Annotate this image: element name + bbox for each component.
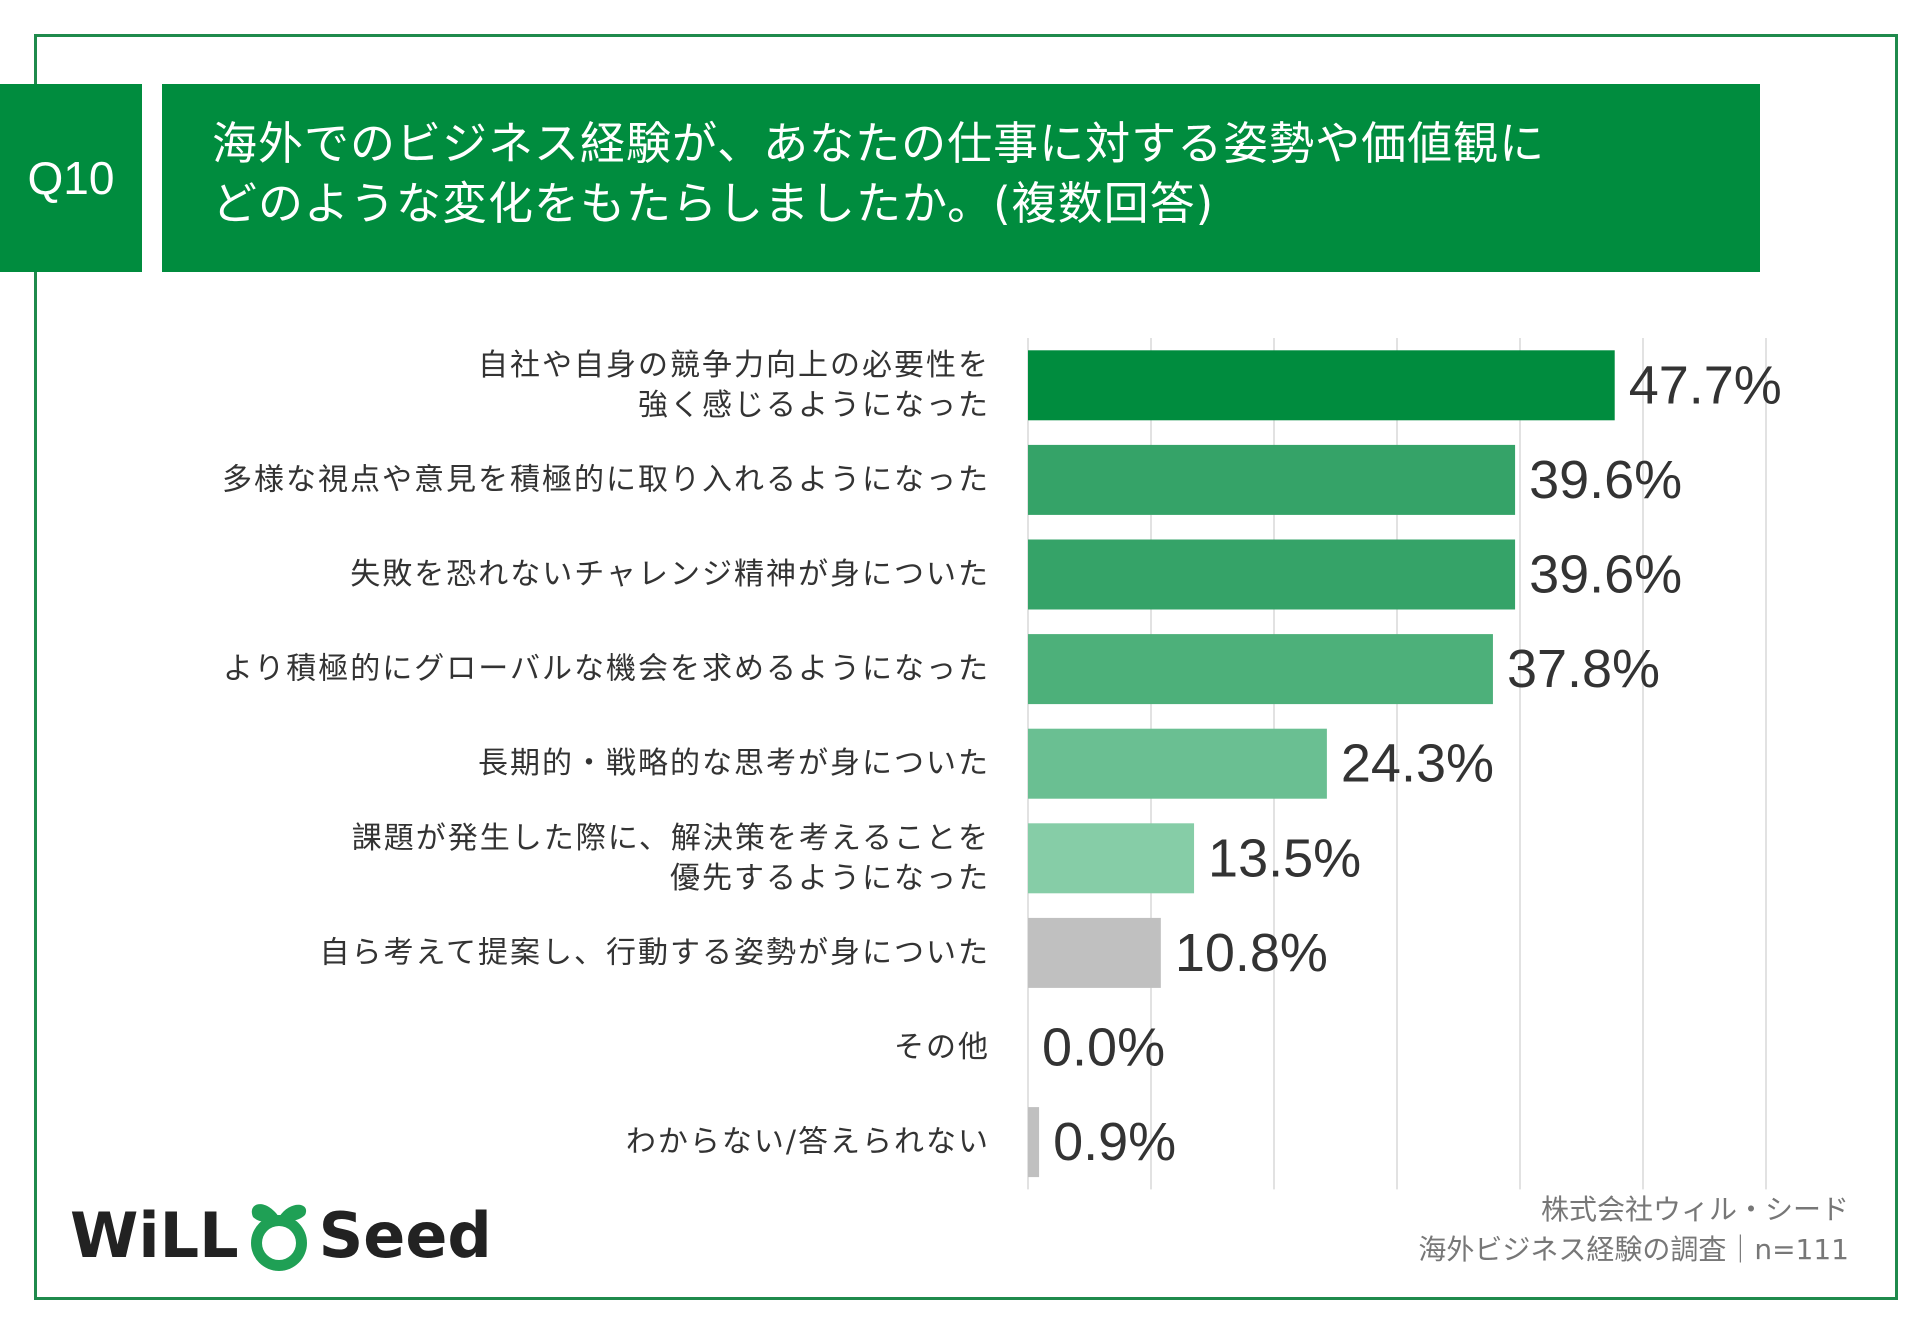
value-label-6: 13.5% [1208, 828, 1361, 888]
credit-company: 株式会社ウィル・シード [1540, 1193, 1849, 1226]
value-label-9: 0.9% [1053, 1112, 1176, 1172]
question-title: 海外でのビジネス経験が、あなたの仕事に対する姿勢や価値観に どのような変化をもた… [162, 84, 1760, 272]
bar-1 [1028, 350, 1615, 421]
logo-text-seed: Seed [318, 1198, 492, 1272]
category-label-4: より積極的にグローバルな機会を求めるようになった [223, 652, 990, 687]
credit-survey: 海外ビジネス経験の調査｜n=111 [1418, 1233, 1849, 1266]
question-title-line-1: 海外でのビジネス経験が、あなたの仕事に対する姿勢や価値観に [212, 117, 1546, 170]
category-label-1-line-2: 強く感じるようになった [638, 388, 990, 423]
value-label-7: 10.8% [1175, 923, 1328, 983]
source-credit: 株式会社ウィル・シード 海外ビジネス経験の調査｜n=111 [1418, 1190, 1849, 1270]
sprout-icon [250, 1204, 307, 1271]
category-label-5: 長期的・戦略的な思考が身についた [478, 746, 990, 781]
category-label-2: 多様な視点や意見を積極的に取り入れるようになった [222, 462, 990, 497]
value-label-3: 39.6% [1529, 545, 1682, 605]
bar-3 [1028, 539, 1516, 610]
chart-frame [34, 34, 1898, 1300]
value-label-2: 39.6% [1529, 450, 1682, 510]
category-label-7: 自ら考えて提案し、行動する姿勢が身についた [320, 935, 991, 970]
bar-2 [1028, 444, 1516, 515]
category-label-6-line-2: 優先するようになった [670, 861, 990, 896]
willseed-logo: WiLL Seed [70, 1195, 492, 1275]
category-label-9: わからない/答えられない [626, 1125, 990, 1160]
category-label-3: 失敗を恐れないチャレンジ精神が身についた [350, 557, 990, 592]
logo-text-will: WiLL [70, 1198, 239, 1272]
bar-5 [1028, 728, 1327, 799]
value-label-5: 24.3% [1341, 734, 1494, 794]
question-number-badge: Q10 [0, 84, 142, 272]
bar-4 [1028, 634, 1493, 705]
category-label-6-line-1: 課題が発生した際に、解決策を考えることを [352, 821, 990, 856]
value-label-8: 0.0% [1042, 1018, 1165, 1078]
bar-9 [1028, 1107, 1040, 1178]
value-label-1: 47.7% [1629, 355, 1782, 415]
value-label-4: 37.8% [1507, 639, 1660, 699]
bar-7 [1028, 917, 1161, 988]
question-title-line-2: どのような変化をもたらしましたか。(複数回答) [212, 177, 1215, 230]
category-label-8: その他 [894, 1030, 990, 1065]
category-label-1-line-1: 自社や自身の競争力向上の必要性を [478, 348, 990, 383]
bar-6 [1028, 823, 1195, 894]
